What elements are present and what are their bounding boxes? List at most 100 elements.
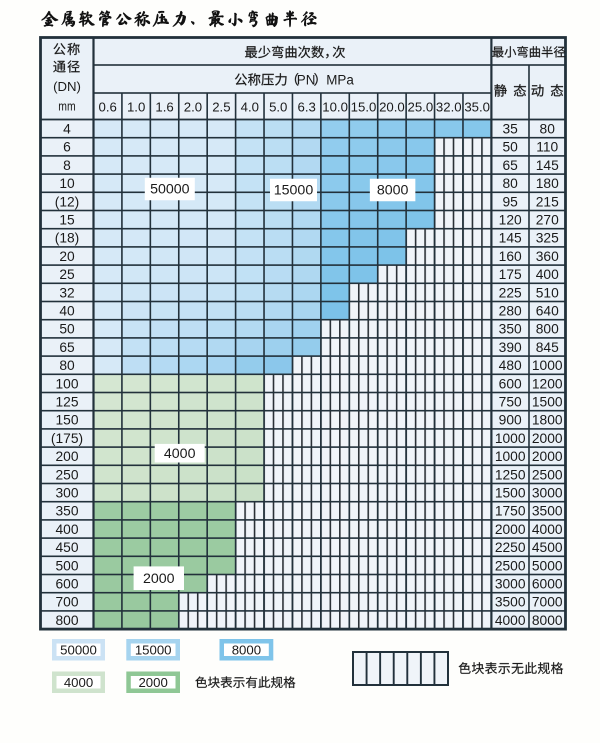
svg-text:1750: 1750: [495, 504, 526, 519]
svg-text:125: 125: [55, 395, 78, 410]
svg-text:(DN): (DN): [53, 79, 81, 94]
svg-text:2000: 2000: [532, 431, 563, 446]
svg-text:500: 500: [55, 558, 78, 573]
svg-text:4: 4: [63, 122, 71, 137]
svg-text:4000: 4000: [64, 675, 93, 690]
svg-text:50: 50: [59, 322, 75, 337]
svg-text:2500: 2500: [495, 558, 526, 573]
svg-text:800: 800: [536, 322, 559, 337]
svg-text:50: 50: [503, 140, 519, 155]
svg-text:2000: 2000: [532, 449, 563, 464]
svg-text:4000: 4000: [532, 522, 563, 537]
svg-text:PN: PN: [297, 73, 316, 88]
svg-text:1000: 1000: [532, 358, 563, 373]
svg-text:325: 325: [536, 231, 559, 246]
svg-text:32: 32: [59, 285, 74, 300]
svg-text:80: 80: [540, 122, 556, 137]
svg-text:400: 400: [55, 522, 78, 537]
svg-text:120: 120: [499, 213, 522, 228]
svg-text:6: 6: [63, 140, 71, 155]
svg-text:600: 600: [55, 577, 78, 592]
svg-text:350: 350: [55, 504, 78, 519]
svg-text:80: 80: [503, 176, 519, 191]
svg-text:15: 15: [59, 213, 75, 228]
svg-text:3000: 3000: [495, 577, 526, 592]
svg-text:250: 250: [55, 467, 78, 482]
svg-text:3500: 3500: [495, 595, 526, 610]
svg-text:900: 900: [499, 413, 522, 428]
svg-text:2500: 2500: [532, 467, 563, 482]
svg-text:7000: 7000: [532, 595, 563, 610]
svg-text:100: 100: [55, 376, 78, 391]
svg-text:800: 800: [55, 613, 78, 628]
svg-text:390: 390: [499, 340, 522, 355]
svg-text:15000: 15000: [274, 183, 314, 199]
svg-text:700: 700: [55, 595, 78, 610]
svg-text:10: 10: [59, 176, 75, 191]
svg-text:2000: 2000: [143, 571, 175, 587]
svg-text:1500: 1500: [495, 486, 526, 501]
svg-text:1000: 1000: [495, 449, 526, 464]
svg-text:640: 640: [536, 304, 559, 319]
svg-text:180: 180: [536, 176, 559, 191]
svg-text:145: 145: [536, 158, 559, 173]
svg-text:145: 145: [499, 231, 522, 246]
svg-text:845: 845: [536, 340, 559, 355]
svg-text:1000: 1000: [495, 431, 526, 446]
svg-text:2000: 2000: [138, 675, 167, 690]
svg-text:mm: mm: [58, 99, 75, 114]
svg-text:20: 20: [59, 249, 75, 264]
svg-text:3500: 3500: [532, 504, 563, 519]
svg-text:1200: 1200: [532, 376, 563, 391]
svg-text:50000: 50000: [60, 642, 97, 657]
svg-text:400: 400: [536, 267, 559, 282]
svg-text:(12): (12): [55, 194, 80, 209]
svg-text:1500: 1500: [532, 395, 563, 410]
svg-text:270: 270: [536, 213, 559, 228]
svg-text:8: 8: [63, 158, 71, 173]
svg-text:6000: 6000: [532, 577, 563, 592]
svg-text:510: 510: [536, 285, 559, 300]
svg-text:1.0: 1.0: [127, 100, 145, 115]
svg-text:10.0: 10.0: [322, 100, 348, 115]
svg-text:4000: 4000: [164, 446, 196, 462]
svg-text:2.5: 2.5: [212, 100, 230, 115]
svg-text:350: 350: [499, 322, 522, 337]
svg-text:25.0: 25.0: [408, 100, 434, 115]
svg-text:225: 225: [499, 285, 522, 300]
svg-text:4000: 4000: [495, 613, 526, 628]
svg-text:MPa: MPa: [326, 73, 354, 88]
svg-text:150: 150: [55, 413, 78, 428]
svg-text:4.0: 4.0: [241, 100, 259, 115]
svg-text:360: 360: [536, 249, 559, 264]
svg-text:(175): (175): [51, 431, 83, 446]
svg-text:80: 80: [59, 358, 75, 373]
svg-text:95: 95: [503, 194, 519, 209]
svg-text:5.0: 5.0: [269, 100, 287, 115]
svg-text:65: 65: [59, 340, 75, 355]
svg-text:1800: 1800: [532, 413, 563, 428]
svg-text:40: 40: [59, 304, 75, 319]
svg-text:3000: 3000: [532, 486, 563, 501]
svg-text:2.0: 2.0: [184, 100, 202, 115]
svg-text:2250: 2250: [495, 540, 526, 555]
svg-text:160: 160: [499, 249, 522, 264]
svg-text:8000: 8000: [377, 183, 409, 199]
svg-text:20.0: 20.0: [379, 100, 405, 115]
svg-text:1.6: 1.6: [155, 100, 173, 115]
svg-text:300: 300: [55, 486, 78, 501]
svg-text:175: 175: [499, 267, 522, 282]
svg-text:750: 750: [499, 395, 522, 410]
svg-text:0.6: 0.6: [99, 100, 117, 115]
svg-text:280: 280: [499, 304, 522, 319]
svg-text:8000: 8000: [532, 613, 563, 628]
svg-text:110: 110: [536, 140, 558, 155]
svg-text:450: 450: [55, 540, 78, 555]
svg-text:25: 25: [59, 267, 75, 282]
svg-text:6.3: 6.3: [297, 100, 315, 115]
svg-text:(18): (18): [55, 231, 80, 246]
svg-text:35: 35: [503, 122, 519, 137]
svg-text:4500: 4500: [532, 540, 563, 555]
svg-text:32.0: 32.0: [436, 100, 462, 115]
svg-text:200: 200: [55, 449, 78, 464]
